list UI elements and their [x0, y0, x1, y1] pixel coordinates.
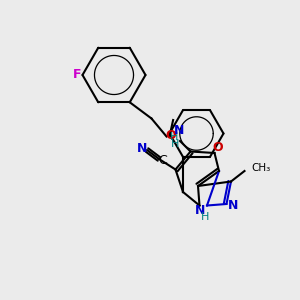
Text: F: F [73, 68, 81, 82]
Text: CH₃: CH₃ [251, 163, 270, 173]
Text: H: H [201, 212, 210, 222]
Text: H: H [171, 139, 180, 149]
Text: N: N [228, 199, 238, 212]
Text: O: O [165, 129, 176, 142]
Text: C: C [158, 154, 167, 167]
Text: O: O [212, 141, 223, 154]
Text: N: N [136, 142, 147, 155]
Text: N: N [195, 203, 206, 217]
Text: H: H [170, 131, 178, 142]
Text: N: N [174, 124, 184, 137]
